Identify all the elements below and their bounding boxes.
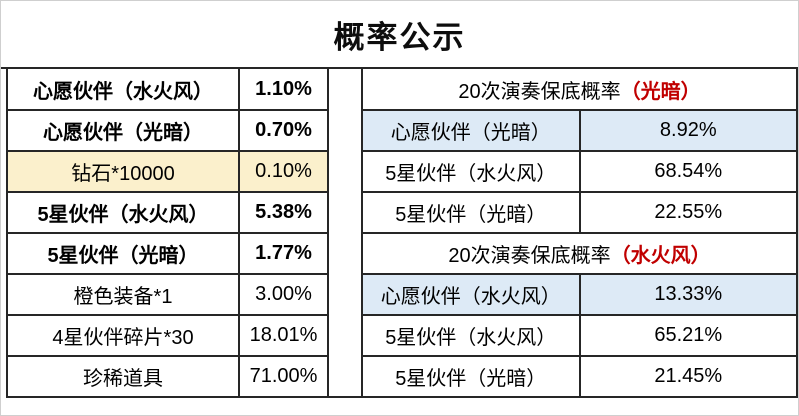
item-name-cell: 5星伙伴（光暗）	[6, 232, 240, 275]
pity-item-name-cell: 5星伙伴（光暗）	[361, 355, 581, 398]
item-name-cell: 心愿伙伴（光暗）	[6, 109, 240, 152]
pity-item-name-cell: 5星伙伴（光暗）	[361, 191, 581, 234]
pity-item-rate-cell: 22.55%	[578, 191, 798, 234]
table-row: 心愿伙伴（水火风） 13.33%	[361, 273, 798, 316]
pity-item-rate-cell: 68.54%	[578, 150, 798, 193]
pity-item-rate-cell: 65.21%	[578, 314, 798, 357]
pity-item-name-cell: 心愿伙伴（光暗）	[361, 109, 581, 152]
table-row: 5星伙伴（水火风） 68.54%	[361, 150, 798, 193]
item-name-cell: 珍稀道具	[6, 355, 240, 398]
pity-item-rate-cell: 13.33%	[578, 273, 798, 316]
item-rate-cell: 71.00%	[238, 355, 329, 398]
pity-section-header-guangan: 20次演奏保底概率（光暗）	[361, 69, 798, 111]
table-row: 5星伙伴（水火风） 5.38%	[6, 191, 329, 234]
item-name-cell: 5星伙伴（水火风）	[6, 191, 240, 234]
tables-area: 心愿伙伴（水火风） 1.10% 心愿伙伴（光暗） 0.70% 钻石*10000 …	[1, 69, 798, 398]
item-name-cell: 钻石*10000	[6, 150, 240, 193]
item-rate-cell: 1.77%	[238, 232, 329, 275]
table-row: 5星伙伴（光暗） 21.45%	[361, 355, 798, 398]
table-row: 橙色装备*1 3.00%	[6, 273, 329, 316]
page-title: 概率公示	[1, 1, 798, 69]
pity-section-header-shuihuofeng: 20次演奏保底概率（水火风）	[361, 232, 798, 275]
item-name-cell: 4星伙伴碎片*30	[6, 314, 240, 357]
table-row: 钻石*10000 0.10%	[6, 150, 329, 193]
table-row: 20次演奏保底概率（光暗）	[361, 69, 798, 111]
pity-item-name-cell: 5星伙伴（水火风）	[361, 150, 581, 193]
table-row: 5星伙伴（光暗） 1.77%	[6, 232, 329, 275]
pity-item-rate-cell: 21.45%	[578, 355, 798, 398]
pity-header-text: 20次演奏保底概率	[448, 245, 611, 267]
pity-header-text: 20次演奏保底概率	[458, 80, 621, 103]
item-rate-cell: 18.01%	[238, 314, 329, 357]
pity-header-highlight: （水火风）	[610, 245, 711, 267]
item-rate-cell: 0.70%	[238, 109, 329, 152]
table-row: 20次演奏保底概率（水火风）	[361, 232, 798, 275]
item-rate-cell: 1.10%	[238, 69, 329, 111]
table-row: 心愿伙伴（光暗） 0.70%	[6, 109, 329, 152]
item-rate-table: 心愿伙伴（水火风） 1.10% 心愿伙伴（光暗） 0.70% 钻石*10000 …	[6, 69, 329, 398]
pity-item-name-cell: 心愿伙伴（水火风）	[361, 273, 581, 316]
table-row: 心愿伙伴（光暗） 8.92%	[361, 109, 798, 152]
item-rate-cell: 5.38%	[238, 191, 329, 234]
pity-item-rate-cell: 8.92%	[578, 109, 798, 152]
item-name-cell: 心愿伙伴（水火风）	[6, 69, 240, 111]
table-row: 心愿伙伴（水火风） 1.10%	[6, 69, 329, 111]
item-name-cell: 橙色装备*1	[6, 273, 240, 316]
table-row: 4星伙伴碎片*30 18.01%	[6, 314, 329, 357]
pity-rate-table: 20次演奏保底概率（光暗） 心愿伙伴（光暗） 8.92% 5星伙伴（水火风） 6…	[361, 69, 798, 398]
table-row: 5星伙伴（水火风） 65.21%	[361, 314, 798, 357]
table-gap-divider	[329, 69, 361, 398]
pity-header-highlight: （光暗）	[620, 80, 701, 103]
item-rate-cell: 3.00%	[238, 273, 329, 316]
pity-item-name-cell: 5星伙伴（水火风）	[361, 314, 581, 357]
table-row: 珍稀道具 71.00%	[6, 355, 329, 398]
item-rate-cell: 0.10%	[238, 150, 329, 193]
table-row: 5星伙伴（光暗） 22.55%	[361, 191, 798, 234]
